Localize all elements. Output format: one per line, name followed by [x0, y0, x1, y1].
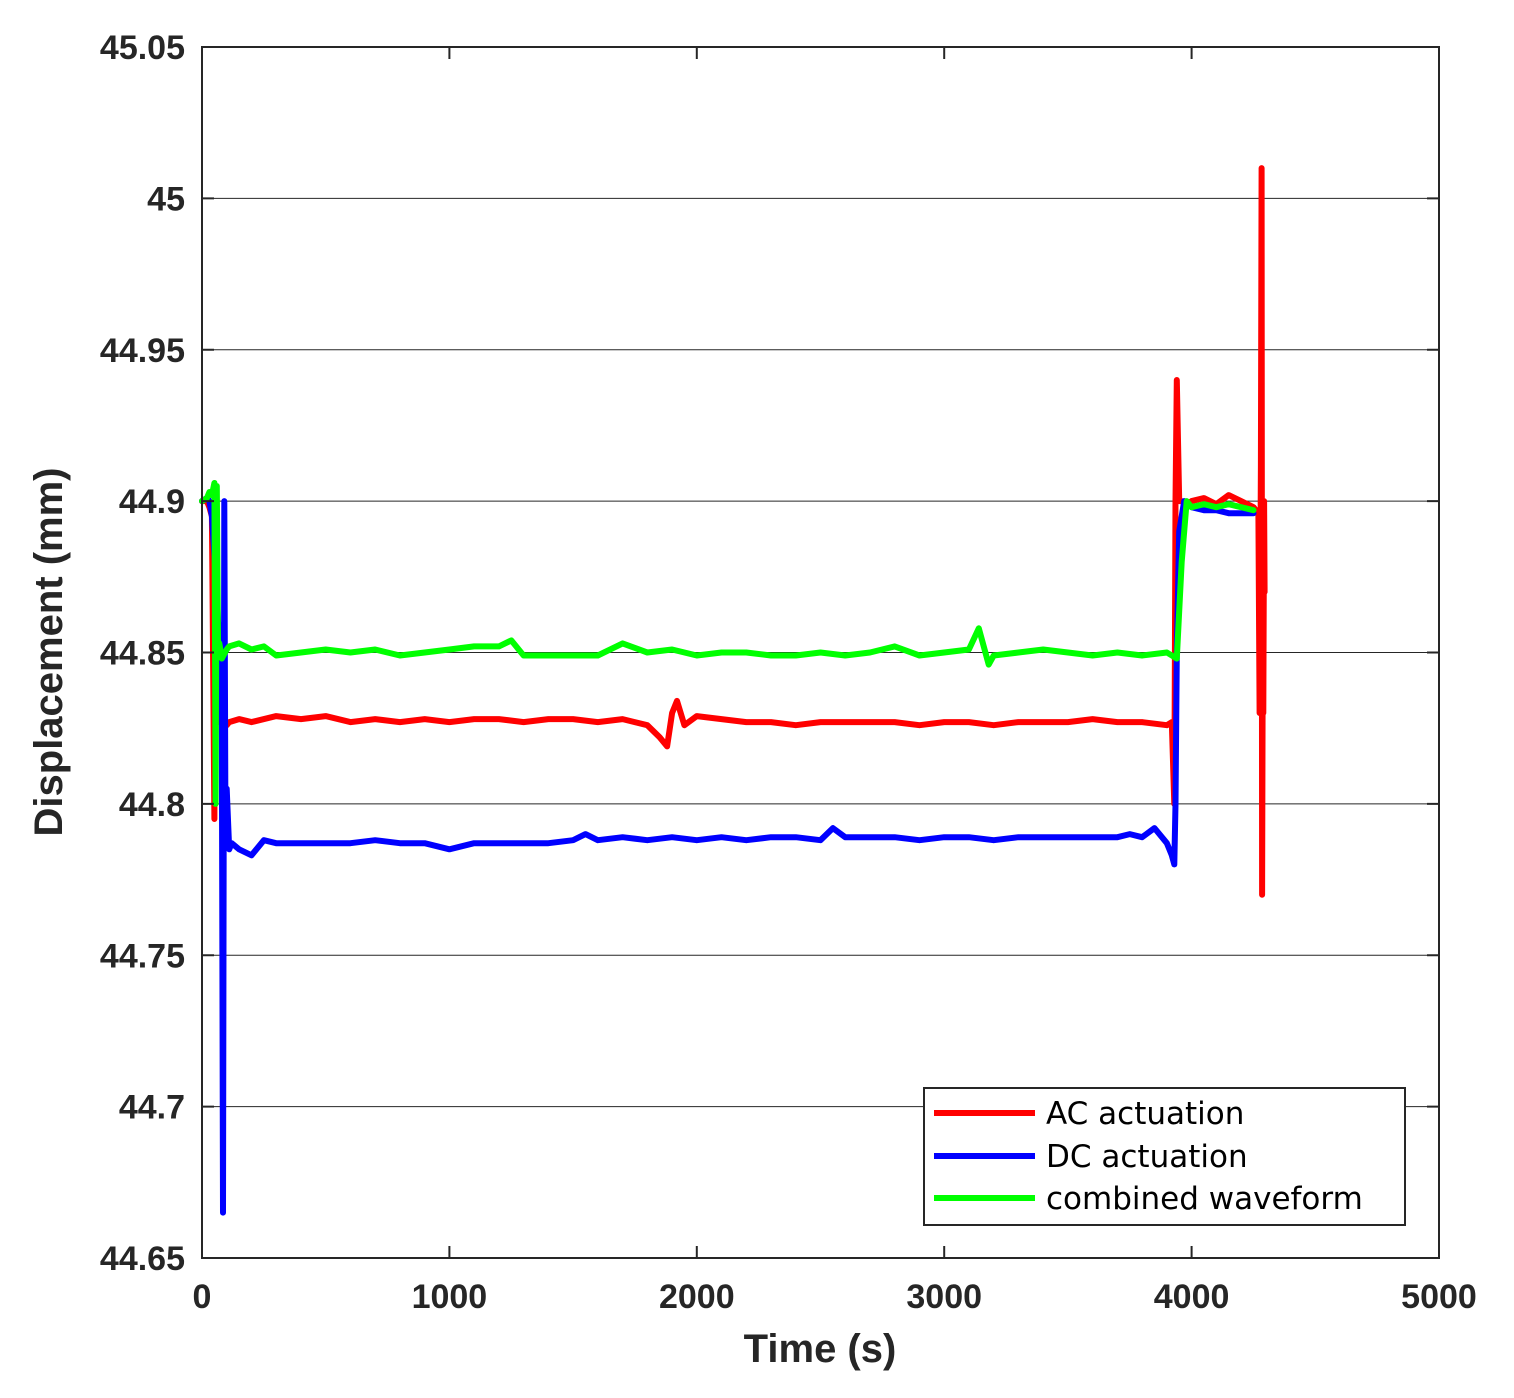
x-axis-label: Time (s) [744, 1327, 897, 1371]
y-tick-label: 45.05 [100, 29, 185, 67]
x-tick-label: 1000 [412, 1278, 488, 1316]
y-tick-label: 45 [147, 180, 185, 218]
y-tick-labels: 44.65 44.7 44.75 44.8 44.85 44.9 44.95 45 45.05 [100, 29, 185, 1278]
y-tick-label: 44.9 [119, 483, 185, 521]
y-axis-label: Displacement (mm) [27, 468, 71, 837]
legend-label-combined: combined waveform [1046, 1181, 1363, 1217]
series-line-ac [199, 165, 1268, 898]
y-tick-label: 44.85 [100, 635, 185, 673]
x-tick-label: 4000 [1154, 1278, 1230, 1316]
series-line-combined [199, 480, 1257, 807]
x-tick-labels: 0 1000 2000 3000 4000 5000 [193, 1278, 1477, 1316]
y-tick-label: 44.7 [119, 1089, 185, 1127]
legend: AC actuation DC actuation combined wavef… [923, 1087, 1406, 1226]
series-lines [199, 165, 1268, 1216]
y-tick-label: 44.8 [119, 786, 185, 824]
legend-label-dc: DC actuation [1046, 1139, 1248, 1175]
grid-lines [202, 197, 1439, 1108]
x-tick-label: 5000 [1401, 1278, 1477, 1316]
y-tick-label: 44.95 [100, 332, 185, 370]
axis-ticks [201, 46, 1440, 1259]
series-line-dc [199, 495, 1257, 1216]
y-tick-label: 44.65 [100, 1240, 185, 1278]
x-tick-label: 2000 [659, 1278, 735, 1316]
y-tick-label: 44.75 [100, 937, 185, 975]
x-tick-label: 0 [193, 1278, 212, 1316]
legend-label-ac: AC actuation [1046, 1096, 1244, 1132]
x-tick-label: 3000 [906, 1278, 982, 1316]
